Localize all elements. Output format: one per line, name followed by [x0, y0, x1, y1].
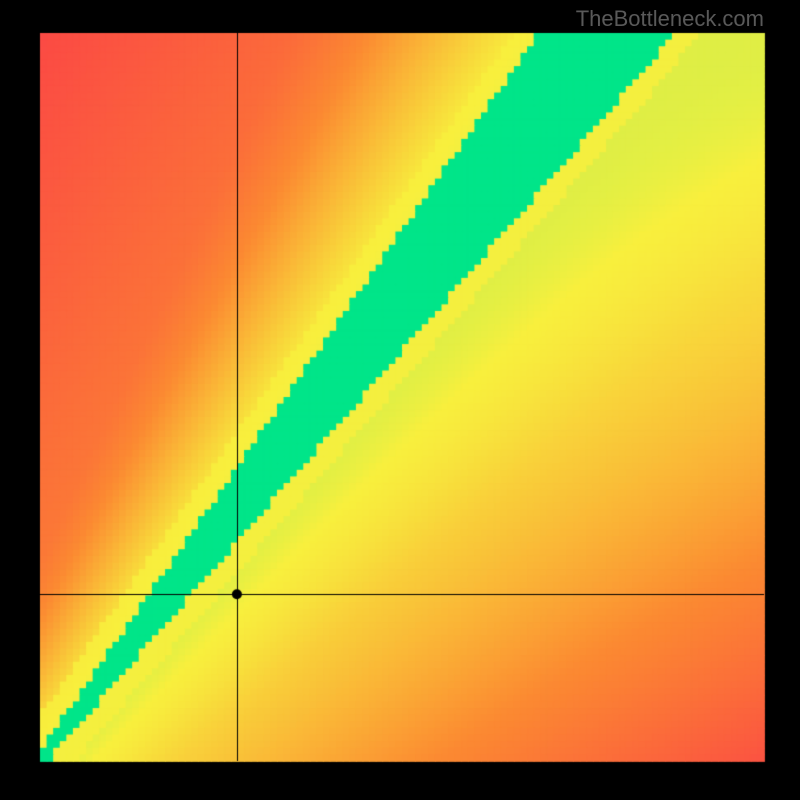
- watermark-text: TheBottleneck.com: [576, 6, 764, 32]
- bottleneck-heatmap: [0, 0, 800, 800]
- chart-container: TheBottleneck.com: [0, 0, 800, 800]
